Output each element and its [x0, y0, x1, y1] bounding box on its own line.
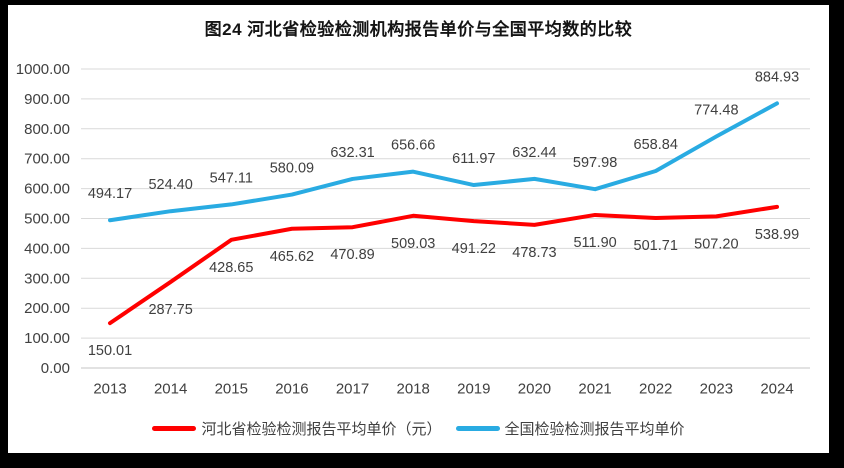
x-tick-label: 2015 [215, 381, 248, 398]
legend-label-hebei: 河北省检验检测报告平均单价（元） [201, 421, 442, 438]
legend-label-national: 全国检验检测报告平均单价 [504, 421, 685, 438]
data-label: 524.40 [148, 177, 192, 193]
y-tick-label: 700.00 [24, 151, 70, 168]
legend-item-hebei: 河北省检验检测报告平均单价（元） [152, 418, 442, 439]
data-label: 656.66 [391, 138, 435, 154]
chart-title: 图24 河北省检验检测机构报告单价与全国平均数的比较 [204, 20, 633, 39]
line-chart: 0.00 100.00 200.00 300.00 400.00 500.00 600.00… [16, 61, 810, 398]
data-label: 511.90 [573, 235, 616, 251]
x-tick-label: 2024 [760, 381, 793, 398]
legend-line-blue-icon [455, 426, 500, 431]
data-label: 774.48 [694, 102, 738, 118]
data-label: 632.31 [330, 145, 374, 161]
x-tick-label: 2017 [336, 381, 369, 398]
y-tick-label: 500.00 [24, 211, 70, 228]
x-tick-label: 2021 [578, 381, 611, 398]
data-label: 428.65 [209, 260, 253, 276]
data-label: 884.93 [755, 69, 799, 85]
x-tick-label: 2023 [700, 381, 733, 398]
legend-line-red-icon [152, 426, 197, 431]
data-label: 538.99 [755, 227, 799, 243]
x-tick-label: 2014 [154, 381, 187, 398]
chart-panel: 图24 河北省检验检测机构报告单价与全国平均数的比较 0.00 100.00 200… [8, 5, 829, 453]
data-label: 501.71 [634, 238, 678, 254]
y-tick-label: 600.00 [24, 181, 70, 198]
y-tick-label: 1000.00 [16, 61, 70, 78]
data-label: 611.97 [452, 151, 495, 167]
y-tick-label: 200.00 [24, 300, 70, 317]
data-label: 494.17 [88, 186, 132, 202]
data-label: 150.01 [88, 343, 132, 359]
y-tick-label: 400.00 [24, 240, 70, 257]
data-label: 547.11 [210, 170, 253, 186]
data-label: 509.03 [391, 236, 435, 252]
data-label: 580.09 [270, 161, 314, 177]
series-line-hebei [108, 204, 779, 326]
y-tick-label: 800.00 [24, 121, 70, 138]
data-label: 632.44 [512, 145, 556, 161]
x-tick-label: 2019 [457, 381, 490, 398]
y-tick-label: 100.00 [24, 330, 70, 347]
series-line-national [108, 101, 779, 223]
data-label: 491.22 [452, 241, 496, 257]
legend-item-national: 全国检验检测报告平均单价 [455, 418, 685, 439]
x-tick-label: 2020 [518, 381, 551, 398]
data-label: 478.73 [512, 245, 556, 261]
data-label: 470.89 [330, 247, 374, 263]
y-tick-label: 0.00 [41, 360, 70, 377]
x-tick-label: 2022 [639, 381, 672, 398]
legend: 河北省检验检测报告平均单价（元） 全国检验检测报告平均单价 [8, 418, 829, 439]
data-label: 507.20 [694, 236, 738, 252]
data-label: 287.75 [148, 302, 192, 318]
x-tick-label: 2016 [275, 381, 308, 398]
y-tick-label: 900.00 [24, 91, 70, 108]
x-tick-label: 2013 [93, 381, 126, 398]
data-label: 597.98 [573, 155, 617, 171]
data-label: 465.62 [270, 249, 314, 265]
x-tick-label: 2018 [396, 381, 429, 398]
y-tick-label: 300.00 [24, 270, 70, 287]
data-label: 658.84 [634, 137, 678, 153]
